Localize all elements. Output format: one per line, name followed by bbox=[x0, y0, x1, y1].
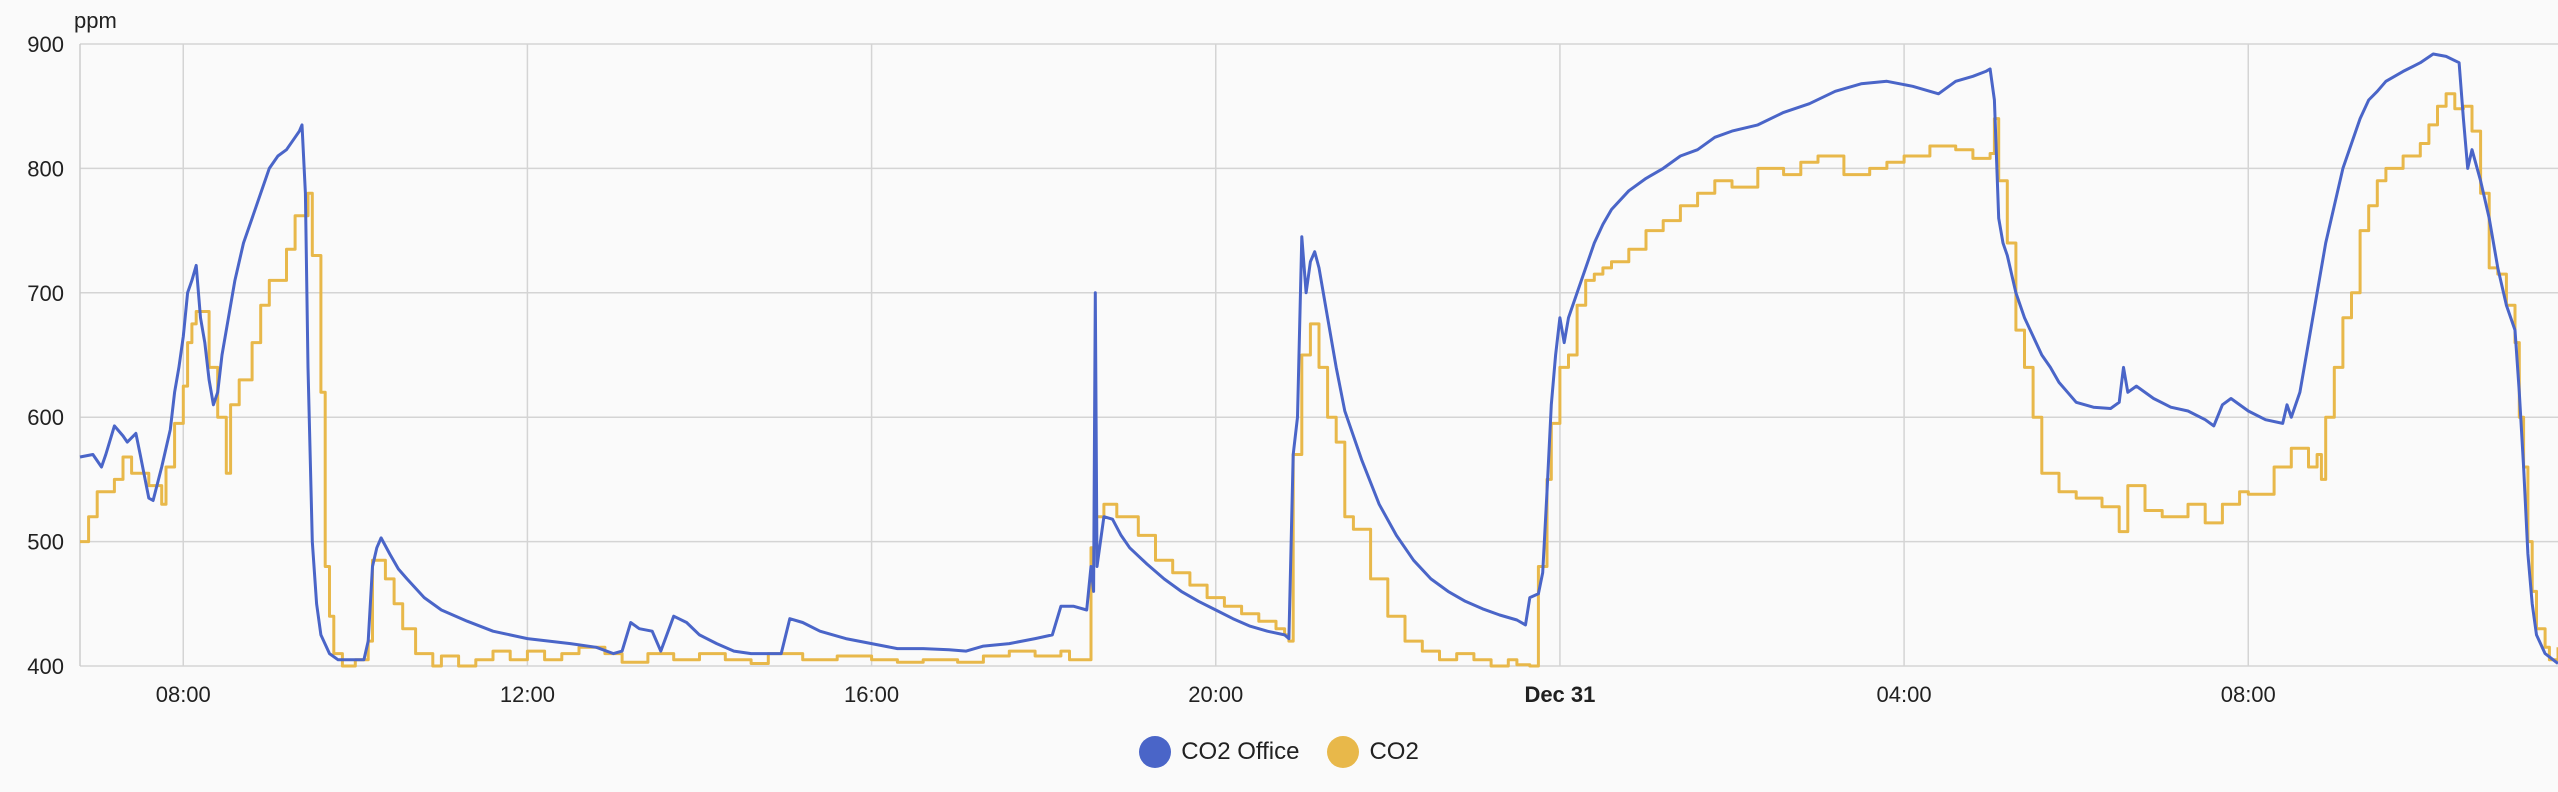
legend-label-co2-office: CO2 Office bbox=[1181, 738, 1300, 765]
legend-item-co2-office[interactable]: CO2 Office bbox=[1139, 736, 1299, 768]
x-tick-label-1: 12:00 bbox=[500, 682, 555, 707]
y-tick-label-800: 800 bbox=[27, 156, 64, 181]
x-tick-label-4: Dec 31 bbox=[1524, 682, 1595, 707]
grid bbox=[79, 43, 2558, 667]
y-axis-unit-label: ppm bbox=[74, 8, 117, 33]
series-lines bbox=[79, 52, 2558, 668]
legend-swatch-co2-office bbox=[1139, 736, 1172, 768]
y-tick-label-700: 700 bbox=[27, 281, 64, 306]
x-tick-label-6: 08:00 bbox=[2221, 682, 2276, 707]
legend-swatch-co2 bbox=[1327, 736, 1360, 768]
x-tick-label-5: 04:00 bbox=[1877, 682, 1932, 707]
x-tick-label-3: 20:00 bbox=[1188, 682, 1243, 707]
y-tick-label-600: 600 bbox=[27, 405, 64, 430]
series-line-co2[interactable] bbox=[80, 92, 2558, 668]
axes: 400 500 600 700 800 900 08:00 12:00 16:00 20:00 De… bbox=[27, 8, 2276, 707]
legend: CO2 Office CO2 bbox=[0, 736, 2558, 768]
legend-item-co2[interactable]: CO2 bbox=[1327, 736, 1419, 768]
x-tick-label-2: 16:00 bbox=[844, 682, 899, 707]
co2-line-chart: 400 500 600 700 800 900 08:00 12:00 16:00 20:00 De… bbox=[27, 8, 2558, 707]
y-tick-label-400: 400 bbox=[27, 654, 64, 679]
legend-label-co2: CO2 bbox=[1369, 738, 1419, 765]
y-tick-label-900: 900 bbox=[27, 32, 64, 57]
x-tick-label-0: 08:00 bbox=[156, 682, 211, 707]
y-tick-label-500: 500 bbox=[27, 530, 64, 555]
series-line-co2-office[interactable] bbox=[79, 52, 2558, 665]
